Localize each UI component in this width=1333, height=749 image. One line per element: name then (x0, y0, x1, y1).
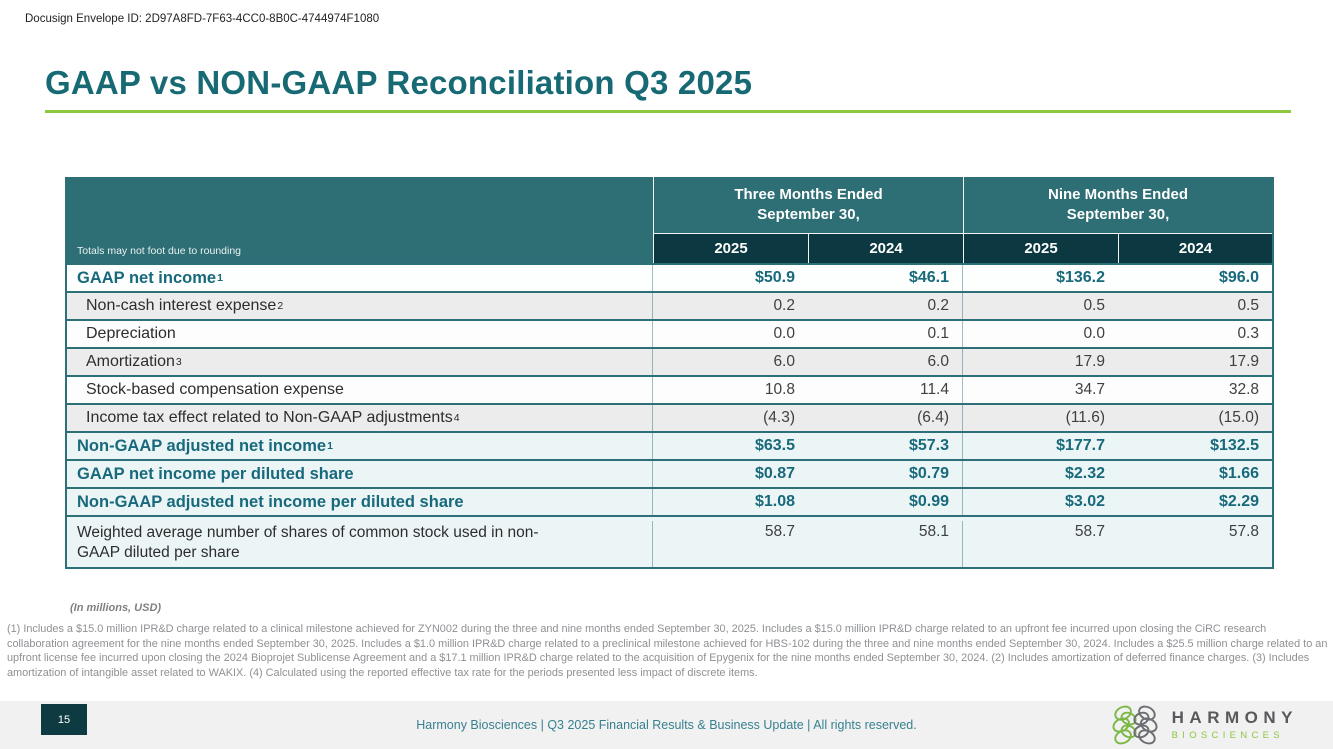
cell-value: 57.8 (1228, 523, 1259, 540)
table-row-gaap-eps: GAAP net income per diluted share $0.87 … (67, 459, 1272, 487)
harmony-knot-icon (1112, 705, 1158, 745)
cell-value: $0.79 (808, 461, 963, 487)
cell-value: 58.7 (1074, 523, 1105, 540)
reconciliation-table: Totals may not foot due to rounding Thre… (65, 177, 1274, 569)
cell-value: $1.66 (1218, 465, 1259, 482)
table-row-stock-compensation: Stock-based compensation expense 10.8 11… (67, 375, 1272, 403)
cell-value: (11.6) (1065, 409, 1105, 426)
cell-value: 32.8 (1228, 381, 1259, 398)
table-row-non-gaap-net-income: Non-GAAP adjusted net income 1 $63.5 $57.… (67, 431, 1272, 459)
col-header-2025-3mo: 2025 (653, 233, 808, 263)
cell-value: 0.5 (1083, 297, 1105, 314)
cell-value: 17.9 (1228, 353, 1259, 370)
col-header-2024-9mo: 2024 (1118, 233, 1272, 263)
cell-value: $136.2 (1056, 269, 1105, 286)
row-label-text: Non-GAAP adjusted net income (77, 436, 327, 455)
cell-value: 6.0 (808, 349, 963, 375)
cell-value: $1.08 (754, 493, 795, 510)
cell-value: (15.0) (1218, 409, 1260, 426)
row-label: GAAP net income 1 (67, 265, 653, 291)
col-group-nine-months: Nine Months Ended September 30, (963, 177, 1272, 233)
row-label: Depreciation (67, 321, 653, 347)
cell-value: $2.29 (1218, 493, 1259, 510)
table-row-income-tax-effect: Income tax effect related to Non-GAAP ad… (67, 403, 1272, 431)
cell-value: 0.1 (808, 321, 963, 347)
row-label-text: Stock-based compensation expense (86, 381, 344, 398)
page-number: 15 (41, 704, 87, 735)
row-label: Weighted average number of shares of com… (67, 521, 653, 567)
cell-value: 58.7 (764, 523, 795, 540)
col-header-2024-3mo: 2024 (808, 233, 963, 263)
cell-value: 17.9 (1074, 353, 1105, 370)
row-label-text: GAAP net income (77, 268, 217, 287)
row-label-text: Weighted average number of shares of com… (77, 524, 539, 562)
cell-value: 0.0 (1083, 325, 1105, 342)
row-label: Amortization 3 (67, 349, 653, 375)
cell-value: $50.9 (754, 269, 795, 286)
cell-value: $177.7 (1056, 437, 1105, 454)
cell-value: $3.02 (1064, 493, 1105, 510)
cell-value: (6.4) (808, 405, 963, 431)
row-label: Non-GAAP adjusted net income 1 (67, 433, 653, 459)
row-label: Non-GAAP adjusted net income per diluted… (67, 489, 653, 515)
units-note: (In millions, USD) (70, 602, 162, 614)
table-row-depreciation: Depreciation 0.0 0.1 0.0 0.3 (67, 319, 1272, 347)
col-header-2025-9mo: 2025 (963, 233, 1118, 263)
table-corner-cell: Totals may not foot due to rounding (67, 177, 653, 263)
row-label-text: Non-cash interest expense (86, 297, 277, 314)
row-label: Stock-based compensation expense (67, 377, 653, 403)
row-label-text: Amortization (86, 353, 175, 370)
logo-wordmark: HARMONY BIOSCIENCES (1171, 708, 1298, 741)
table-row-non-gaap-eps: Non-GAAP adjusted net income per diluted… (67, 487, 1272, 515)
page-number-text: 15 (57, 713, 71, 726)
logo-harmony-text: HARMONY (1171, 708, 1298, 728)
page-title: GAAP vs NON-GAAP Reconciliation Q3 2025 (45, 64, 753, 101)
docusign-envelope-id: Docusign Envelope ID: 2D97A8FD-7F63-4CC0… (25, 13, 380, 25)
cell-value: 11.4 (808, 377, 963, 403)
cell-value: 34.7 (1074, 381, 1105, 398)
cell-value: 0.2 (808, 293, 963, 319)
footer-band (0, 701, 1333, 749)
row-label-text: Depreciation (86, 325, 176, 342)
cell-value: $63.5 (754, 437, 795, 454)
cell-value: 6.0 (773, 353, 795, 370)
table-row-amortization: Amortization 3 6.0 6.0 17.9 17.9 (67, 347, 1272, 375)
cell-value: $132.5 (1210, 437, 1259, 454)
row-label-text: Income tax effect related to Non-GAAP ad… (86, 409, 453, 426)
row-label: Non-cash interest expense 2 (67, 293, 653, 319)
table-body: GAAP net income 1 $50.9 $46.1 $136.2 $96.… (67, 263, 1272, 567)
footnotes: (1) Includes a $15.0 million IPR&D charg… (7, 623, 1328, 679)
table-row-weighted-average-shares: Weighted average number of shares of com… (67, 515, 1272, 567)
cell-value: (4.3) (763, 409, 795, 426)
cell-value: 0.5 (1237, 297, 1259, 314)
cell-value: 0.2 (773, 297, 795, 314)
table-row-gaap-net-income: GAAP net income 1 $50.9 $46.1 $136.2 $96.… (67, 263, 1272, 291)
footer-text: Harmony Biosciences | Q3 2025 Financial … (416, 718, 917, 732)
cell-value: 58.1 (808, 521, 963, 567)
rounding-note: Totals may not foot due to rounding (77, 245, 242, 257)
table-header: Totals may not foot due to rounding Thre… (67, 177, 1272, 263)
cell-value: $0.99 (808, 489, 963, 515)
cell-value: 0.3 (1237, 325, 1259, 342)
cell-value: 0.0 (773, 325, 795, 342)
cell-value: $0.87 (754, 465, 795, 482)
col-group-three-months: Three Months Ended September 30, (653, 177, 963, 233)
cell-value: $96.0 (1218, 269, 1259, 286)
table-row-non-cash-interest: Non-cash interest expense 2 0.2 0.2 0.5 0… (67, 291, 1272, 319)
row-label-text: Non-GAAP adjusted net income per diluted… (77, 492, 464, 511)
title-underline (45, 110, 1291, 113)
row-label: GAAP net income per diluted share (67, 461, 653, 487)
row-label-text: GAAP net income per diluted share (77, 464, 354, 483)
cell-value: 10.8 (764, 381, 795, 398)
logo-biosciences-text: BIOSCIENCES (1171, 729, 1284, 741)
cell-value: $2.32 (1064, 465, 1105, 482)
row-label: Income tax effect related to Non-GAAP ad… (67, 405, 653, 431)
cell-value: $57.3 (808, 433, 963, 459)
harmony-biosciences-logo: HARMONY BIOSCIENCES (1107, 703, 1298, 747)
cell-value: $46.1 (808, 265, 963, 291)
